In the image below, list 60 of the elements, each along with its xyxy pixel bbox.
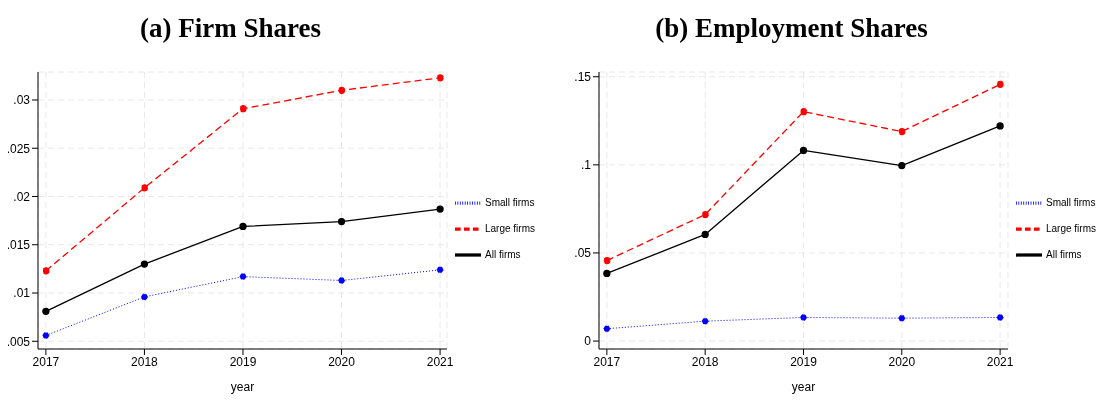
point bbox=[898, 314, 906, 322]
point bbox=[436, 74, 444, 82]
point bbox=[701, 317, 709, 325]
point bbox=[42, 307, 50, 316]
point bbox=[338, 276, 346, 284]
point bbox=[701, 210, 709, 219]
point bbox=[140, 184, 149, 192]
legend-label: All firms bbox=[1045, 248, 1082, 260]
point bbox=[996, 313, 1004, 321]
point bbox=[996, 80, 1004, 88]
chart-title: (b) Employment Shares bbox=[654, 12, 929, 45]
point bbox=[898, 127, 906, 136]
point bbox=[140, 260, 149, 268]
y-tick-label: .1 bbox=[580, 158, 592, 173]
legend-label: Large firms bbox=[1045, 222, 1096, 234]
point bbox=[239, 273, 247, 281]
x-tick-label: 2017 bbox=[593, 354, 621, 369]
y-tick-label: .01 bbox=[13, 286, 31, 301]
point bbox=[337, 217, 346, 226]
point bbox=[603, 269, 611, 278]
y-tick-label: .02 bbox=[13, 189, 31, 204]
point bbox=[603, 256, 611, 265]
point bbox=[140, 293, 148, 301]
y-tick-label: .05 bbox=[574, 246, 592, 261]
point bbox=[799, 146, 808, 155]
y-tick-label: .03 bbox=[13, 93, 31, 108]
y-tick-label: .015 bbox=[6, 238, 31, 253]
x-tick-label: 2021 bbox=[986, 354, 1014, 369]
x-tick-label: 2019 bbox=[790, 354, 818, 369]
x-tick-label: 2019 bbox=[229, 354, 257, 369]
chart-title: (a) Firm Shares bbox=[139, 12, 322, 45]
point bbox=[898, 161, 906, 170]
point bbox=[436, 205, 444, 213]
legend-label: Small firms bbox=[484, 196, 535, 208]
point bbox=[701, 230, 709, 239]
y-tick-label: 0 bbox=[584, 334, 592, 349]
x-tick-label: 2020 bbox=[328, 354, 356, 369]
x-axis-title: year bbox=[230, 380, 255, 394]
x-tick-label: 2020 bbox=[888, 354, 916, 369]
point bbox=[42, 267, 50, 275]
point bbox=[799, 108, 808, 116]
legend-label: All firms bbox=[484, 248, 521, 260]
y-tick-label: .005 bbox=[6, 334, 31, 349]
x-tick-label: 2021 bbox=[426, 354, 454, 369]
x-tick-label: 2017 bbox=[32, 354, 60, 369]
point bbox=[436, 266, 444, 274]
point bbox=[42, 331, 50, 339]
legend-label: Small firms bbox=[1045, 196, 1096, 208]
point bbox=[337, 86, 346, 94]
x-axis-title: year bbox=[791, 380, 816, 394]
legend-label: Large firms bbox=[484, 222, 535, 234]
x-tick-label: 2018 bbox=[691, 354, 719, 369]
y-tick-label: .025 bbox=[6, 141, 31, 156]
point bbox=[239, 105, 247, 113]
point bbox=[603, 325, 611, 333]
point bbox=[239, 222, 247, 231]
x-tick-label: 2018 bbox=[131, 354, 159, 369]
y-tick-label: .15 bbox=[574, 70, 592, 85]
point bbox=[799, 313, 807, 321]
point bbox=[996, 122, 1004, 130]
